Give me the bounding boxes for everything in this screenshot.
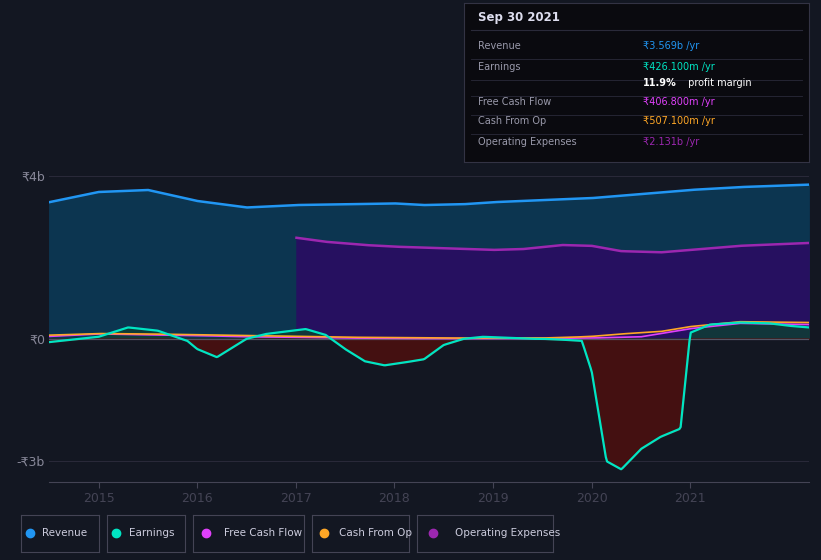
Text: Revenue: Revenue	[43, 529, 88, 538]
Text: Cash From Op: Cash From Op	[478, 116, 546, 126]
Text: Revenue: Revenue	[478, 41, 521, 51]
Text: Sep 30 2021: Sep 30 2021	[478, 11, 560, 24]
Text: ₹507.100m /yr: ₹507.100m /yr	[643, 116, 715, 126]
Text: Earnings: Earnings	[478, 62, 521, 72]
Text: Free Cash Flow: Free Cash Flow	[224, 529, 302, 538]
Text: 11.9%: 11.9%	[643, 78, 677, 87]
Text: ₹406.800m /yr: ₹406.800m /yr	[643, 97, 715, 107]
Text: Cash From Op: Cash From Op	[339, 529, 412, 538]
Text: ₹2.131b /yr: ₹2.131b /yr	[643, 137, 699, 147]
Text: Free Cash Flow: Free Cash Flow	[478, 97, 551, 107]
Text: Earnings: Earnings	[129, 529, 174, 538]
Text: Operating Expenses: Operating Expenses	[455, 529, 560, 538]
Text: Operating Expenses: Operating Expenses	[478, 137, 576, 147]
Text: profit margin: profit margin	[685, 78, 751, 87]
Text: ₹426.100m /yr: ₹426.100m /yr	[643, 62, 715, 72]
Text: ₹3.569b /yr: ₹3.569b /yr	[643, 41, 699, 51]
